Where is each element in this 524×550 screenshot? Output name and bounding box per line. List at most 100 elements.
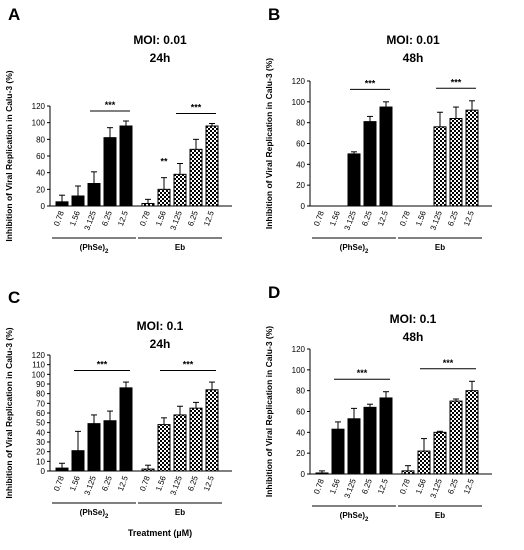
bar xyxy=(315,472,329,475)
significance-stars: *** xyxy=(191,103,202,113)
group-name-subscript: 2 xyxy=(105,249,109,255)
y-tick-label: 10 xyxy=(36,457,45,466)
chart-subtitle: 24h xyxy=(150,337,171,351)
x-tick-label: 12.5 xyxy=(462,209,476,227)
group-label: (PhSe)2 xyxy=(340,243,369,255)
x-tick-label: 6.25 xyxy=(100,474,114,492)
x-tick-label: 3.125 xyxy=(169,209,184,231)
y-tick-label: 0 xyxy=(41,467,46,476)
significance-stars: ** xyxy=(160,157,168,167)
bar xyxy=(55,201,69,207)
bar xyxy=(87,183,101,207)
x-tick-label: 0.78 xyxy=(312,477,326,495)
chart-subtitle: 24h xyxy=(150,51,171,65)
y-tick-label: 60 xyxy=(36,152,45,161)
x-tick-label: 0.78 xyxy=(398,209,412,227)
y-tick-label: 80 xyxy=(296,387,305,396)
y-tick-label: 90 xyxy=(36,380,45,389)
x-tick-label: 12.5 xyxy=(462,477,476,495)
significance-stars: *** xyxy=(105,100,116,110)
chart-title: MOI: 0.01 xyxy=(386,33,440,47)
x-tick-label: 0.78 xyxy=(138,474,152,492)
x-tick-label: 1.56 xyxy=(68,474,82,492)
x-tick-label: 0.78 xyxy=(52,474,66,492)
bar xyxy=(157,188,171,207)
bar xyxy=(103,137,117,207)
bar xyxy=(173,173,187,207)
x-tick-label: 1.56 xyxy=(328,477,342,495)
significance-stars: *** xyxy=(451,77,462,87)
bar xyxy=(433,431,447,475)
x-tick-label: 3.125 xyxy=(343,209,358,231)
y-tick-label: 120 xyxy=(32,351,46,360)
bar xyxy=(205,125,219,207)
x-tick-label: 1.56 xyxy=(328,209,342,227)
x-tick-label: 3.125 xyxy=(83,209,98,231)
x-tick-label: 3.125 xyxy=(169,474,184,496)
significance-stars: *** xyxy=(365,78,376,88)
bar xyxy=(363,406,377,475)
x-tick-label: 3.125 xyxy=(429,477,444,499)
bar xyxy=(401,470,415,475)
y-tick-label: 20 xyxy=(36,448,45,457)
group-label: (PhSe)2 xyxy=(340,511,369,523)
x-axis-label: Treatment (µM) xyxy=(128,528,192,538)
y-tick-label: 60 xyxy=(296,140,305,149)
group-label: Eb xyxy=(435,243,445,252)
bar xyxy=(433,126,447,207)
group-name: Eb xyxy=(175,243,185,252)
x-tick-label: 6.25 xyxy=(186,209,200,227)
y-tick-label: 30 xyxy=(36,438,45,447)
panel-b: B MOI: 0.01 48h Inhibition of Viral Replica… xyxy=(264,5,492,255)
x-tick-label: 6.25 xyxy=(446,209,460,227)
x-tick-label: 12.5 xyxy=(376,477,390,495)
panel-letter: A xyxy=(8,5,20,24)
group-name-subscript: 2 xyxy=(105,514,109,520)
significance-stars: *** xyxy=(183,359,194,369)
group-name-subscript: 2 xyxy=(365,249,369,255)
group-name: (PhSe) xyxy=(80,508,106,517)
y-tick-label: 60 xyxy=(36,409,45,418)
y-tick-label: 80 xyxy=(36,135,45,144)
y-tick-label: 20 xyxy=(296,449,305,458)
x-tick-label: 1.56 xyxy=(154,209,168,227)
chart-title: MOI: 0.1 xyxy=(390,312,437,326)
bar xyxy=(363,121,377,207)
bar xyxy=(71,450,85,472)
bar xyxy=(141,203,155,207)
bar xyxy=(189,148,203,207)
y-tick-label: 100 xyxy=(32,119,46,128)
y-tick-label: 120 xyxy=(32,102,46,111)
y-tick-label: 40 xyxy=(296,428,305,437)
y-axis-label: Inhibition of Viral Replication in Calu-… xyxy=(264,58,274,229)
y-tick-label: 40 xyxy=(36,428,45,437)
bar xyxy=(347,418,361,475)
y-tick-label: 40 xyxy=(36,169,45,178)
x-tick-label: 1.56 xyxy=(414,209,428,227)
y-tick-label: 80 xyxy=(296,119,305,128)
bar xyxy=(331,428,345,475)
panel-letter: C xyxy=(8,288,20,307)
group-label: Eb xyxy=(175,243,185,252)
y-tick-label: 100 xyxy=(292,98,306,107)
significance-stars: *** xyxy=(357,368,368,378)
y-tick-label: 70 xyxy=(36,399,45,408)
bar xyxy=(157,424,171,472)
x-tick-label: 12.5 xyxy=(116,474,130,492)
y-tick-label: 0 xyxy=(41,202,46,211)
y-tick-label: 100 xyxy=(32,370,46,379)
panel-letter: D xyxy=(268,283,280,302)
y-tick-label: 0 xyxy=(301,470,306,479)
x-tick-label: 0.78 xyxy=(398,477,412,495)
group-name: (PhSe) xyxy=(340,243,366,252)
y-tick-label: 100 xyxy=(292,366,306,375)
chart-title: MOI: 0.01 xyxy=(133,33,187,47)
bar xyxy=(379,397,393,475)
y-tick-label: 0 xyxy=(301,202,306,211)
x-tick-label: 12.5 xyxy=(202,474,216,492)
group-name-subscript: 2 xyxy=(365,517,369,523)
x-tick-label: 6.25 xyxy=(446,477,460,495)
bar xyxy=(71,195,85,207)
bar xyxy=(449,400,463,475)
chart-title: MOI: 0.1 xyxy=(137,319,184,333)
